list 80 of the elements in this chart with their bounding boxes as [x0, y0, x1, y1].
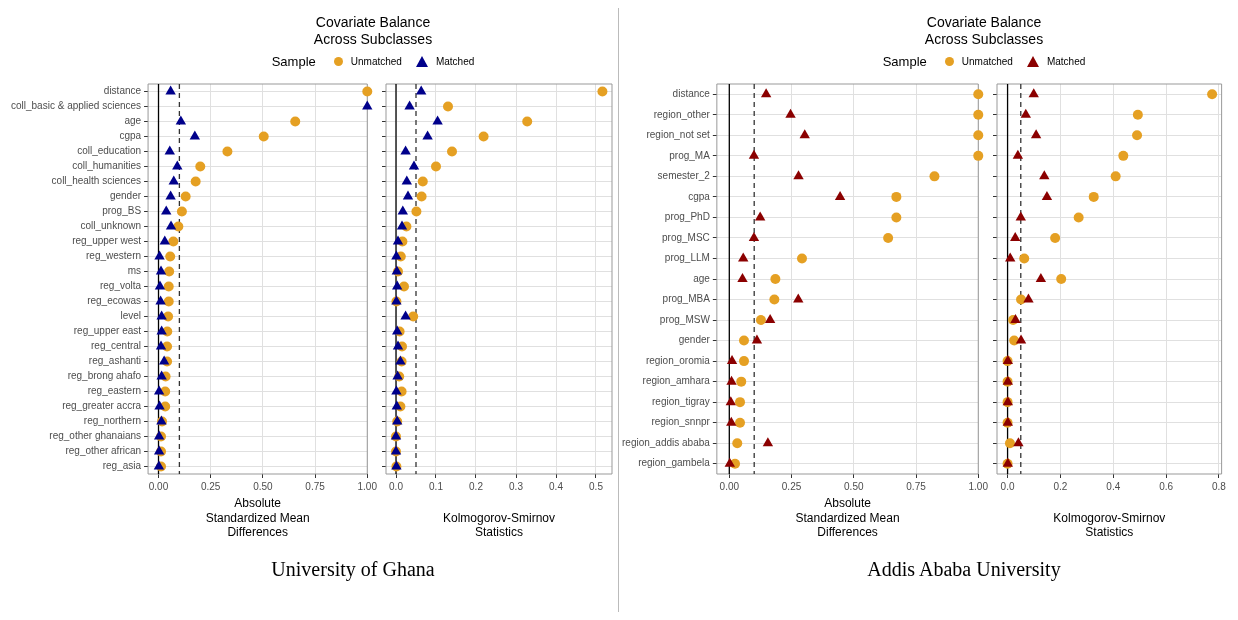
chart-title: Covariate Balance Across Subclasses: [313, 14, 433, 48]
legend-label: Matched: [435, 55, 475, 67]
x-axis-title: Absolute Standardized Mean Differences: [205, 496, 310, 540]
y-tick-label: level: [120, 310, 142, 322]
x-axis-title: Absolute Standardized Mean Differences: [795, 496, 900, 540]
y-tick-label: coll_basic & applied sciences: [11, 100, 142, 112]
x-tick-label: 0.50: [844, 480, 864, 492]
legend-label: Unmatched: [350, 55, 402, 67]
y-tick-label: region_not set: [646, 129, 711, 141]
y-tick-label: ms: [127, 265, 142, 277]
y-tick-label: age: [124, 115, 142, 127]
x-tick-label: 0.4: [549, 480, 564, 492]
y-tick-label: semester_2: [657, 170, 711, 182]
y-tick-label: reg_ashanti: [88, 355, 142, 367]
x-tick-label: 1.00: [968, 480, 989, 492]
y-tick-label: cgpa: [688, 190, 711, 202]
y-tick-label: reg_other ghanaians: [49, 430, 142, 442]
y-tick-label: reg_volta: [99, 280, 142, 292]
x-tick-label: 0.0: [1000, 480, 1015, 492]
x-axis-title: Kolmogorov-Smirnov Statistics: [442, 510, 556, 540]
y-tick-label: distance: [672, 88, 711, 100]
x-tick-label: 0.0: [389, 480, 404, 492]
x-tick-label: 0.00: [719, 480, 740, 492]
x-tick-label: 0.6: [1159, 480, 1174, 492]
y-tick-label: reg_asia: [102, 460, 142, 472]
y-tick-label: region_snnpr: [651, 416, 711, 428]
y-tick-label: prog_PhD: [664, 211, 710, 223]
y-tick-label: gender: [109, 190, 142, 202]
y-tick-label: reg_upper west: [72, 235, 142, 247]
y-tick-label: reg_upper east: [73, 325, 142, 337]
chart-title: Covariate Balance Across Subclasses: [924, 14, 1044, 48]
y-tick-label: reg_northern: [83, 415, 142, 427]
y-tick-label: reg_western: [86, 250, 142, 262]
y-tick-label: reg_brong ahafo: [67, 370, 142, 382]
y-tick-label: prog_MBA: [662, 293, 711, 305]
text: Addis Ababa University: [866, 558, 1061, 581]
y-tick-label: prog_LLM: [664, 252, 710, 264]
y-tick-label: reg_central: [91, 340, 142, 352]
x-tick-label: 0.2: [1053, 480, 1068, 492]
y-tick-label: reg_other african: [65, 445, 142, 457]
x-tick-label: 0.50: [253, 480, 274, 492]
legend-label: Unmatched: [961, 55, 1013, 67]
x-tick-label: 0.3: [509, 480, 524, 492]
x-tick-label: 0.25: [200, 480, 221, 492]
y-tick-label: cgpa: [119, 130, 142, 142]
x-tick-label: 1.00: [357, 480, 378, 492]
y-tick-label: reg_ecowas: [87, 295, 142, 307]
y-tick-label: region_oromia: [645, 354, 711, 366]
y-tick-label: age: [693, 272, 711, 284]
y-tick-label: region_addis ababa: [621, 436, 711, 448]
y-tick-label: coll_unknown: [80, 220, 142, 232]
x-tick-label: 0.75: [305, 480, 326, 492]
legend-title: Sample: [882, 53, 927, 69]
x-tick-label: 0.25: [781, 480, 802, 492]
x-tick-label: 0.8: [1212, 480, 1227, 492]
y-tick-label: region_other: [653, 108, 711, 120]
y-tick-label: coll_health sciences: [51, 175, 142, 187]
y-tick-label: prog_MSW: [659, 313, 711, 325]
x-tick-label: 0.00: [148, 480, 169, 492]
y-tick-label: prog_MA: [669, 149, 711, 161]
y-tick-label: reg_eastern: [87, 385, 142, 397]
y-tick-label: coll_education: [77, 145, 142, 157]
y-tick-label: region_tigray: [652, 395, 710, 407]
x-tick-label: 0.75: [906, 480, 927, 492]
y-tick-label: coll_humanities: [72, 160, 142, 172]
legend-label: Matched: [1046, 55, 1086, 67]
y-tick-label: region_amhara: [642, 375, 711, 387]
y-tick-label: gender: [678, 334, 711, 346]
y-tick-label: prog_BS: [102, 205, 142, 217]
y-tick-label: prog_MSC: [662, 231, 710, 243]
y-tick-label: region_gambela: [638, 457, 711, 469]
x-tick-label: 0.2: [469, 480, 484, 492]
y-tick-label: distance: [103, 85, 142, 97]
x-tick-label: 0.5: [589, 480, 604, 492]
text: University of Ghana: [270, 558, 435, 581]
y-tick-label: reg_greater accra: [62, 400, 142, 412]
x-tick-label: 0.4: [1106, 480, 1121, 492]
x-tick-label: 0.1: [429, 480, 444, 492]
x-axis-title: Kolmogorov-Smirnov Statistics: [1053, 510, 1166, 540]
legend-title: Sample: [271, 53, 316, 69]
